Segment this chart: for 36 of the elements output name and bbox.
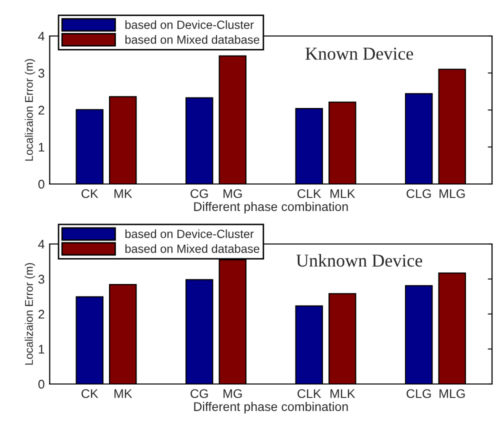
x-tick-label: CLG — [406, 389, 431, 398]
y-tick-label: 3 — [38, 68, 44, 78]
x-tick-label: MLK — [330, 189, 356, 198]
x-tick-label: MG — [224, 389, 242, 398]
x-axis-title: Different phase combination — [194, 402, 348, 414]
x-tick-label: MK — [114, 389, 132, 398]
x-tick-label: MLK — [330, 389, 356, 398]
y-tick-label: 0 — [38, 180, 44, 189]
x-tick-label: CG — [190, 189, 208, 198]
x-axis-title: Different phase combination — [194, 202, 348, 214]
x-tick-label: MLG — [440, 389, 465, 398]
legend-label: based on Mixed database — [125, 35, 260, 44]
chart-title: Known Device — [305, 48, 414, 60]
y-tick-label: 2 — [38, 310, 44, 319]
x-tick-label: CK — [82, 189, 98, 198]
y-tick-label: 1 — [38, 344, 44, 354]
chart-title: Unknown Device — [296, 254, 422, 267]
y-tick-label: 3 — [38, 274, 44, 284]
legend-label: based on Mixed database — [125, 244, 260, 253]
y-tick-label: 4 — [38, 240, 44, 249]
y-axis-title: Localizaion Error (m) — [24, 263, 36, 365]
y-tick-label: 0 — [38, 380, 44, 389]
y-tick-label: 2 — [38, 106, 44, 115]
x-tick-label: CLK — [298, 389, 322, 398]
x-tick-label: MLG — [440, 189, 465, 198]
x-tick-label: CLG — [406, 189, 431, 198]
x-tick-label: CG — [190, 389, 208, 398]
x-tick-label: CK — [82, 389, 98, 398]
legend-label: based on Device-Cluster — [125, 20, 254, 29]
x-tick-label: CLK — [298, 189, 322, 198]
x-tick-label: MG — [224, 189, 242, 198]
legend-label: based on Device-Cluster — [125, 229, 254, 238]
y-axis-title: Localizaion Error (m) — [24, 59, 36, 161]
y-tick-label: 4 — [38, 32, 44, 41]
y-tick-label: 1 — [38, 142, 44, 152]
x-tick-label: MK — [114, 189, 132, 198]
